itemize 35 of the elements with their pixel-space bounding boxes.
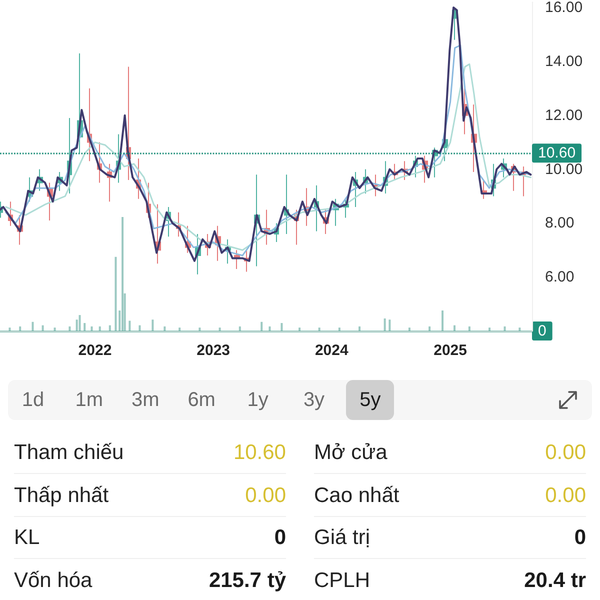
category-label: Thấp nhất <box>14 484 109 508</box>
x-tick-label: 2025 <box>434 342 467 359</box>
category-label: KL <box>14 526 40 550</box>
category-label: Giá trị <box>314 526 370 550</box>
y-tick-label: 16.00 <box>545 0 583 16</box>
y-tick-label: 8.00 <box>545 214 574 232</box>
x-tick-label: 2024 <box>314 342 349 359</box>
category-label: 1y <box>247 389 268 411</box>
text: 0.00 <box>245 484 286 506</box>
category-label: Mở cửa <box>314 441 388 465</box>
category-label: CPLH <box>314 568 370 592</box>
text: 10.60 <box>233 441 286 464</box>
y-tick-label: 6.00 <box>545 268 574 286</box>
category-label: Tham chiếu <box>14 441 124 465</box>
category-label: 3m <box>131 389 160 411</box>
category-label: 5y <box>360 389 381 411</box>
y-tick-label: 10.00 <box>545 160 583 178</box>
ref-line-label: 10.60 <box>538 144 576 162</box>
x-tick-label: 2023 <box>196 342 230 359</box>
text: 215.7 tỷ <box>208 568 286 592</box>
x-tick-label: 2022 <box>78 342 112 359</box>
y-tick-label: 14.00 <box>545 52 583 70</box>
category-label: Vốn hóa <box>14 568 92 592</box>
category-label: Cao nhất <box>314 484 400 508</box>
text: 0 <box>274 526 286 549</box>
category-label: 1d <box>22 389 44 411</box>
category-label: 6m <box>188 389 216 411</box>
y-tick-label: 12.00 <box>545 106 583 124</box>
ref-line-label: 0 <box>538 322 546 340</box>
category-label: 3y <box>303 389 325 411</box>
category-label: 1m <box>75 389 104 411</box>
text: 0 <box>574 526 586 549</box>
text: 0.00 <box>545 441 586 464</box>
text: 0.00 <box>545 484 586 506</box>
text: 20.4 tr <box>524 568 586 592</box>
